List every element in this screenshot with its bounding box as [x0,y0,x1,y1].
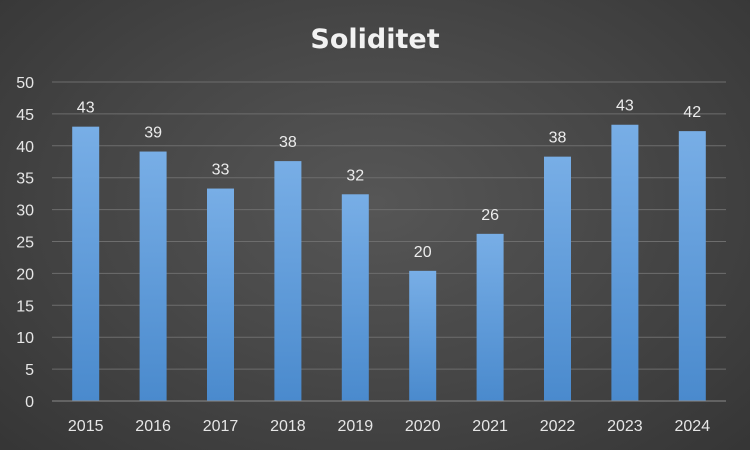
x-tick-label: 2024 [675,418,711,435]
data-label-2015: 43 [77,100,95,117]
data-label-2022: 38 [549,130,567,147]
data-label-2016: 39 [144,125,162,142]
x-axis-tick-labels: 2015 2016 2017 2018 2019 2020 2021 2022 2023 2024 [68,418,710,435]
y-tick-label: 25 [16,235,34,252]
x-tick-label: 2016 [135,418,171,435]
bar-2017 [207,188,234,401]
x-tick-label: 2017 [203,418,239,435]
bars [72,124,706,401]
data-label-2024: 42 [683,104,701,121]
y-tick-label: 45 [16,107,34,124]
y-tick-label: 30 [16,203,34,220]
chart-title: Soliditet [310,24,439,55]
bar-2020 [409,270,437,401]
y-tick-label: 15 [16,298,34,315]
y-tick-label: 20 [16,266,34,283]
y-axis-tick-labels: 0 5 10 15 20 25 30 35 40 45 50 [16,75,34,411]
x-tick-label: 2019 [338,418,374,435]
bar-2018 [274,161,302,401]
data-label-2020: 20 [414,244,432,261]
bar-2023 [611,124,639,401]
data-label-2021: 26 [481,207,499,224]
y-tick-label: 50 [16,75,34,92]
bar-2022 [544,156,571,401]
x-tick-label: 2015 [68,418,104,435]
bar-2015 [72,126,100,401]
x-tick-label: 2023 [607,418,643,435]
y-tick-label: 10 [16,330,34,347]
x-tick-label: 2021 [472,418,508,435]
data-labels: 43 39 33 38 32 20 26 38 43 42 [77,98,701,261]
bar-2024 [678,131,706,401]
data-label-2017: 33 [212,162,230,179]
y-tick-label: 0 [25,394,34,411]
data-label-2023: 43 [616,98,634,115]
bar-2016 [139,151,167,401]
y-tick-label: 35 [16,171,34,188]
y-tick-label: 5 [25,362,34,379]
x-tick-label: 2020 [405,418,441,435]
bar-2019 [341,194,369,401]
data-label-2018: 38 [279,134,297,151]
bar-2021 [476,233,504,401]
data-label-2019: 32 [346,167,364,184]
y-tick-label: 40 [16,139,34,156]
x-tick-label: 2022 [540,418,576,435]
x-tick-label: 2018 [270,418,306,435]
